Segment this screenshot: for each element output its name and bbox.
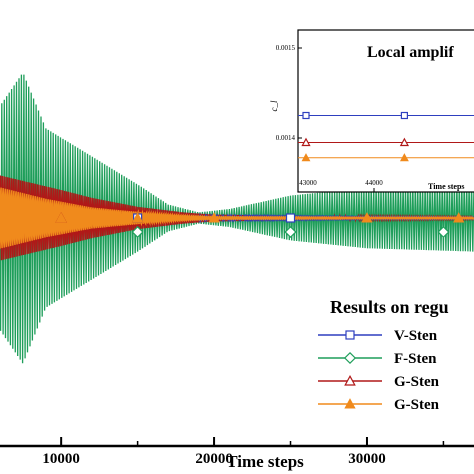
series-line-3 bbox=[0, 187, 474, 249]
inset-marker-a-1 bbox=[301, 137, 311, 147]
legend-label-2: G-Sten bbox=[394, 374, 440, 390]
inset-y-ticks: 0.0014 0.0015 bbox=[276, 44, 302, 142]
x-tick-label-0: 10000 bbox=[42, 451, 80, 467]
main-series-group bbox=[0, 74, 474, 364]
series-1-marker-2 bbox=[437, 225, 450, 239]
inset-marker-b-2 bbox=[399, 153, 409, 162]
legend-label-0: V-Sten bbox=[394, 328, 438, 344]
legend-label-3: G-Sten bbox=[394, 397, 440, 413]
legend-label-1: F-Sten bbox=[394, 351, 437, 367]
legend-marker-2 bbox=[344, 374, 356, 386]
inset-chart: Local amplif c_l 0.0014 0.0015 43000 44000… bbox=[269, 29, 474, 193]
x-tick-label-2: 30000 bbox=[348, 451, 386, 467]
series-3-marker-0 bbox=[2, 212, 14, 223]
series-3-marker-4 bbox=[361, 212, 373, 223]
inset-marker-b-1 bbox=[399, 137, 410, 147]
inset-x-axis-title: Time steps bbox=[428, 182, 465, 191]
legend-marker-3 bbox=[344, 398, 356, 409]
legend-items: V-Sten F-Sten G-Sten G-Sten bbox=[318, 328, 440, 413]
inset-marker-a-0 bbox=[302, 111, 310, 120]
series-3-marker-5 bbox=[453, 212, 465, 223]
legend-marker-1 bbox=[343, 351, 357, 365]
main-x-ticks: 10000 20000 30000 bbox=[42, 437, 445, 467]
series-3-marker-1 bbox=[55, 212, 67, 223]
inset-x-tick-label-1: 44000 bbox=[365, 179, 383, 187]
inset-series-group bbox=[298, 111, 474, 162]
inset-title: Local amplif bbox=[367, 44, 454, 61]
series-0-marker-1 bbox=[285, 213, 296, 223]
inset-y-tick-label-1: 0.0015 bbox=[276, 44, 296, 52]
series-1-marker-0 bbox=[131, 225, 144, 239]
inset-x-tick-label-0: 43000 bbox=[299, 179, 317, 187]
legend-box bbox=[312, 290, 474, 420]
inset-marker-b-0 bbox=[400, 111, 408, 120]
legend: Results on regu V-Sten F-Sten G-Sten G-Sten bbox=[312, 290, 474, 420]
series-1-marker-1 bbox=[284, 225, 297, 239]
legend-title: Results on regu bbox=[330, 297, 449, 317]
main-x-axis-title: Time steps bbox=[226, 452, 304, 471]
series-line-1 bbox=[0, 74, 474, 364]
inset-frame bbox=[297, 29, 474, 193]
main-markers-group bbox=[2, 211, 465, 239]
legend-marker-0 bbox=[345, 330, 355, 340]
inset-x-ticks: 43000 44000 bbox=[297, 179, 383, 192]
inset-marker-a-2 bbox=[301, 153, 311, 162]
inset-y-tick-label-0: 0.0014 bbox=[276, 134, 296, 142]
series-3-marker-2 bbox=[131, 212, 144, 223]
x-tick-label-1: 20000 bbox=[195, 451, 233, 467]
inset-y-axis-title: c_l bbox=[269, 100, 279, 111]
series-3-marker-3 bbox=[208, 212, 220, 223]
